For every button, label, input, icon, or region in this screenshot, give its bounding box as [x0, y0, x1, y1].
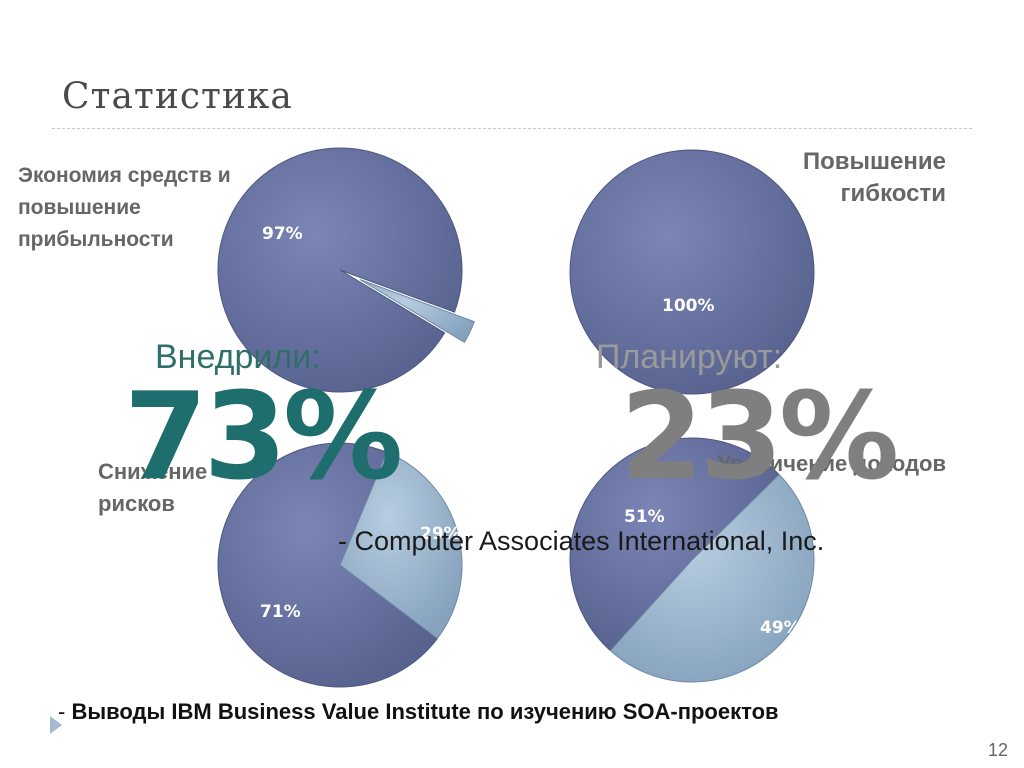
pie-2-slice-1: [569, 149, 815, 395]
bullet-arrow-icon: [50, 716, 62, 734]
chart-2-title: Повышение гибкости: [802, 148, 946, 207]
source-note: - Выводы IBM Business Value Institute по…: [58, 699, 779, 725]
pie-1-slice-1: [217, 147, 463, 393]
pie-3-label-2: 29%: [420, 524, 461, 544]
pie-4-slice-1: [569, 437, 780, 652]
pie-4-label-1: 51%: [624, 507, 665, 527]
pie-4-slice-2: [609, 473, 815, 683]
planned-caption: Планируют:: [596, 338, 783, 376]
slide-title: Статистика: [62, 76, 293, 117]
pie-1-slice-2: [359, 279, 475, 344]
pie-1-label-1: 97%: [262, 224, 303, 244]
chart-4-title: Увеличение доходов: [717, 451, 946, 476]
pie-3-slice-2: [339, 451, 463, 640]
planned-value: 23%: [620, 368, 899, 507]
title-divider: [52, 128, 972, 129]
chart-3-title: Снижение рисков: [98, 459, 208, 516]
pie-3-label-1: 71%: [260, 602, 301, 622]
implemented-caption: Внедрили:: [155, 338, 321, 376]
page-number: 12: [987, 740, 1008, 760]
pie-4-label-2: 49%: [760, 618, 801, 638]
chart-1-title: Экономия средств и повышение прибыльност…: [18, 164, 231, 251]
implemented-value: 73%: [124, 368, 403, 507]
quote-attribution: - Computer Associates International, Inc…: [338, 526, 825, 556]
pie-2-label-1: 100%: [662, 296, 715, 316]
pie-3-slice-1: [217, 442, 439, 688]
source-dash: -: [58, 699, 72, 724]
source-text: Выводы IBM Business Value Institute по и…: [71, 699, 779, 724]
